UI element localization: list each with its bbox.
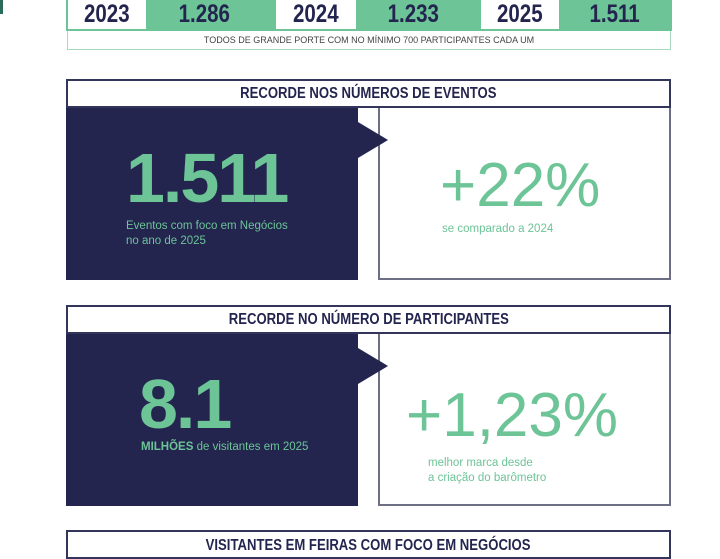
year-2025: 2025 xyxy=(481,0,559,29)
arrow-pointer xyxy=(358,122,388,158)
arrow-pointer xyxy=(358,348,388,384)
participants-title: RECORDE NO NÚMERO DE PARTICIPANTES xyxy=(66,305,671,334)
value-2024: 1.233 xyxy=(356,0,470,29)
events-navy-panel: 1.511 Eventos com foco em Negócios no an… xyxy=(66,108,358,280)
caption-bold: MILHÕES xyxy=(141,441,194,453)
caption-line: melhor marca desde xyxy=(428,457,533,469)
participants-big-number: 8.1 xyxy=(139,365,232,443)
participants-pct-caption: melhor marca desde a criação do barômetr… xyxy=(428,456,546,486)
caption-rest: de visitantes em 2025 xyxy=(193,441,309,453)
edge-mark xyxy=(0,0,3,14)
events-big-number: 1.511 xyxy=(126,139,289,217)
year-2023: 2023 xyxy=(68,0,146,29)
next-section-title: VISITANTES EM FEIRAS COM FOCO EM NEGÓCIO… xyxy=(66,530,671,559)
events-caption: Eventos com foco em Negócios no ano de 2… xyxy=(126,219,288,249)
participants-pct: +1,23% xyxy=(406,381,619,450)
value-2025: 1.511 xyxy=(559,0,670,29)
caption-line: a criação do barômetro xyxy=(428,472,547,484)
table-note: TODOS DE GRANDE PORTE COM NO MÍNIMO 700 … xyxy=(67,31,671,50)
caption-line: no ano de 2025 xyxy=(126,235,206,247)
events-pct: +22% xyxy=(440,151,601,220)
participants-navy-panel: 8.1 MILHÕES de visitantes em 2025 xyxy=(66,334,358,506)
events-pct-box: +22% se comparado a 2024 xyxy=(378,108,671,280)
year-2024: 2024 xyxy=(276,0,356,29)
events-pct-caption: se comparado a 2024 xyxy=(442,223,554,235)
participants-caption: MILHÕES de visitantes em 2025 xyxy=(141,440,308,455)
value-2023: 1.286 xyxy=(146,0,262,29)
events-title: RECORDE NOS NÚMEROS DE EVENTOS xyxy=(66,79,671,108)
participants-pct-box: +1,23% melhor marca desde a criação do b… xyxy=(378,334,671,506)
caption-line: Eventos com foco em Negócios xyxy=(126,220,288,232)
